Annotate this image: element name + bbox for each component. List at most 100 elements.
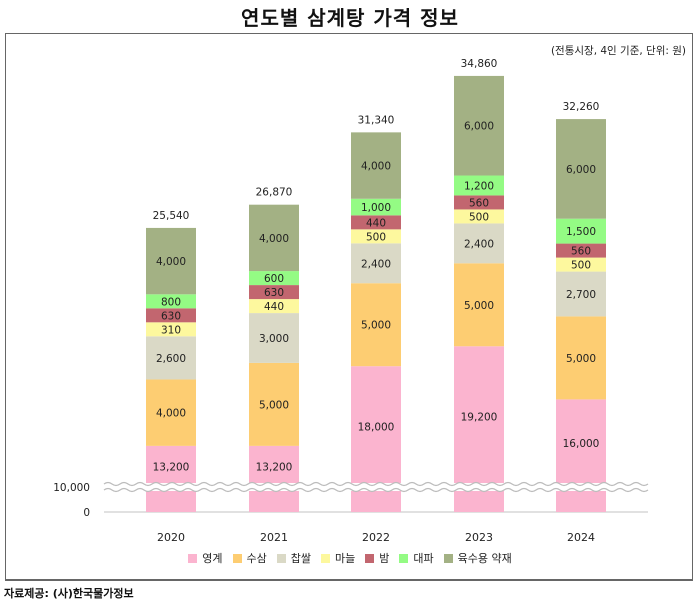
segment-value-label: 630 (264, 287, 284, 299)
bar-segment-2024-2 (556, 271, 606, 317)
bar-segment-2024-6 (556, 119, 606, 219)
segment-value-label: 560 (469, 197, 489, 209)
bar-segment-2021-0 (249, 445, 299, 512)
bar-segment-2023-6 (454, 75, 504, 176)
legend-swatch (365, 554, 375, 563)
legend-item: 수삼 (232, 550, 267, 566)
total-value-label: 31,340 (358, 114, 395, 126)
x-tick-label: 2022 (362, 531, 390, 544)
legend-item: 밤 (365, 550, 389, 566)
legend-label: 영계 (202, 552, 223, 565)
segment-value-label: 6,000 (566, 164, 596, 176)
segment-value-label: 13,200 (256, 461, 293, 473)
bar-segment-2020-4 (146, 308, 196, 323)
total-value-label: 26,870 (256, 187, 293, 199)
bar-segment-2022-4 (351, 215, 401, 230)
bar-segment-2024-3 (556, 257, 606, 272)
bar-segment-2020-2 (146, 336, 196, 380)
bar-segment-2022-6 (351, 132, 401, 199)
source-note: 자료제공: (사)한국물가정보 (4, 587, 134, 600)
segment-value-label: 500 (571, 260, 591, 272)
segment-value-label: 2,600 (156, 353, 186, 365)
bar-segment-2024-0 (556, 399, 606, 512)
bar-segment-2024-5 (556, 218, 606, 244)
bar-segment-2020-0 (146, 445, 196, 512)
bar-segment-2022-3 (351, 229, 401, 244)
segment-value-label: 440 (366, 217, 386, 229)
bar-segment-2021-4 (249, 285, 299, 300)
segment-value-label: 4,000 (259, 233, 289, 245)
axis-break-line-top (103, 481, 649, 487)
chart-frame (5, 33, 693, 581)
y-tick-label: 10,000 (53, 482, 90, 494)
bar-segment-2021-5 (249, 271, 299, 286)
legend-label: 밤 (379, 552, 390, 565)
legend: 영계 수삼 찹쌀 마늘 밤 대파 육수용 약재 (0, 550, 700, 566)
bar-segment-2020-3 (146, 322, 196, 337)
segment-value-label: 5,000 (566, 353, 596, 365)
segment-value-label: 560 (571, 246, 591, 258)
segment-value-label: 440 (264, 301, 284, 313)
segment-value-label: 500 (469, 211, 489, 223)
legend-item: 대파 (399, 550, 434, 566)
segment-value-label: 5,000 (464, 300, 494, 312)
x-tick-label: 2023 (465, 531, 493, 544)
segment-value-label: 5,000 (259, 399, 289, 411)
legend-label: 찹쌀 (290, 552, 311, 565)
legend-swatch (321, 554, 330, 563)
bar-segment-2024-1 (556, 316, 606, 400)
bar-segment-2023-5 (454, 175, 504, 196)
bar-segment-2020-6 (146, 227, 196, 295)
bar-segment-2020-5 (146, 294, 196, 309)
axis-break-band (104, 483, 648, 491)
segment-value-label: 18,000 (358, 422, 395, 434)
segment-value-label: 5,000 (361, 320, 391, 332)
chart-title: 연도별 삼계탕 가격 정보 (241, 6, 459, 30)
bar-segment-2023-2 (454, 223, 504, 264)
y-tick-label: 0 (83, 507, 90, 519)
segment-value-label: 3,000 (259, 333, 289, 345)
legend-item: 찹쌀 (276, 550, 311, 566)
unit-note: (전통시장, 4인 기준, 단위: 원) (550, 45, 686, 57)
bar-segment-2023-1 (454, 263, 504, 347)
segment-value-label: 6,000 (464, 121, 494, 133)
segment-value-label: 19,200 (461, 412, 498, 424)
legend-item: 마늘 (321, 550, 355, 566)
bar-segment-2022-1 (351, 283, 401, 367)
segment-value-label: 4,000 (361, 161, 391, 173)
segment-value-label: 16,000 (563, 438, 600, 450)
legend-swatch (232, 554, 242, 563)
x-tick-label: 2021 (260, 531, 288, 544)
segment-value-label: 1,000 (361, 202, 391, 214)
x-tick-label: 2024 (567, 531, 595, 544)
x-tick-label: 2020 (157, 531, 185, 544)
segment-value-label: 1,200 (464, 180, 494, 192)
segment-value-label: 600 (264, 273, 284, 285)
bar-segment-2021-1 (249, 362, 299, 446)
axis-break-line-bottom (103, 487, 649, 493)
segment-value-label: 800 (161, 296, 181, 308)
legend-label: 육수용 약재 (457, 552, 512, 565)
legend-item: 육수용 약재 (443, 550, 512, 566)
legend-label: 대파 (413, 552, 434, 565)
segment-value-label: 2,400 (464, 238, 494, 250)
total-value-label: 32,260 (563, 101, 600, 113)
legend-swatch (188, 554, 198, 563)
total-value-label: 34,860 (461, 58, 498, 70)
legend-label: 수삼 (246, 552, 267, 565)
bar-segment-2021-2 (249, 313, 299, 363)
bar-segment-2020-1 (146, 379, 196, 446)
segment-value-label: 500 (366, 231, 386, 243)
segment-value-label: 2,700 (566, 289, 596, 301)
segment-value-label: 4,000 (156, 408, 186, 420)
segment-value-label: 13,200 (153, 461, 190, 473)
bar-segment-2022-5 (351, 198, 401, 216)
legend-label: 마늘 (335, 552, 356, 565)
legend-swatch (399, 554, 409, 563)
bar-segment-2023-3 (454, 209, 504, 224)
legend-swatch (443, 554, 453, 563)
bar-segment-2024-4 (556, 243, 606, 258)
segment-value-label: 4,000 (156, 256, 186, 268)
segment-value-label: 310 (161, 324, 181, 336)
